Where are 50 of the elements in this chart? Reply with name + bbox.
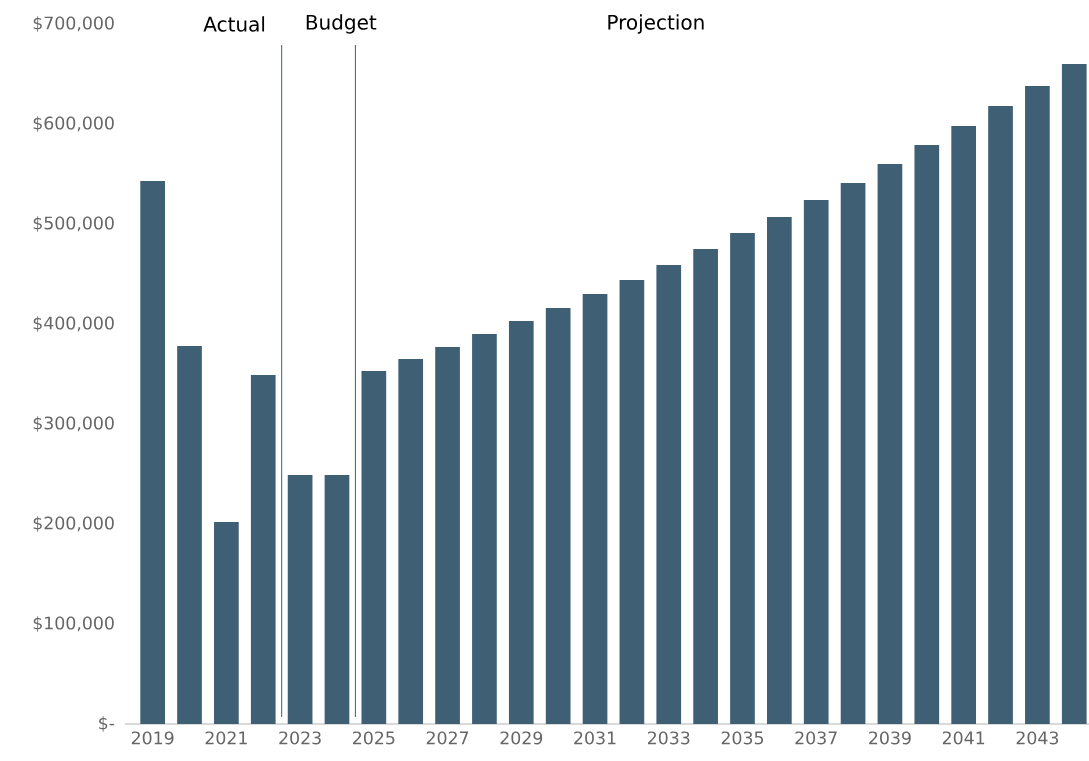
x-tick-label: 2019 [131, 731, 174, 745]
bar [1061, 63, 1087, 724]
bar [435, 347, 460, 724]
bar [656, 264, 682, 724]
y-tick-label: $200,000 [33, 516, 114, 532]
bar [988, 105, 1013, 724]
x-tick-label: 2039 [869, 731, 911, 745]
bar [582, 293, 608, 724]
bar [140, 180, 165, 724]
y-tick-label: $- [99, 716, 115, 732]
x-tick-label: 2035 [721, 731, 764, 745]
bar [803, 200, 829, 724]
bar [1025, 85, 1050, 724]
x-tick-label: 2037 [795, 731, 837, 745]
bar [508, 320, 534, 724]
bar [472, 334, 497, 724]
y-tick-label: $500,000 [33, 216, 114, 232]
y-tick-label: $100,000 [33, 616, 114, 632]
bar [361, 370, 387, 724]
x-tick-label: 2023 [279, 731, 321, 745]
bar [324, 475, 350, 724]
x-tick-label: 2025 [353, 731, 395, 745]
x-tick-label: 2027 [426, 731, 469, 745]
y-tick-label: $300,000 [33, 416, 114, 432]
bar [619, 279, 645, 724]
x-tick-label: 2029 [500, 731, 543, 745]
x-tick-label: 2021 [205, 731, 247, 745]
bar [545, 307, 571, 724]
x-tick-label: 2043 [1016, 731, 1059, 745]
y-tick-label: $600,000 [33, 116, 114, 132]
bar [177, 345, 202, 724]
x-tick-label: 2031 [574, 731, 616, 745]
bar [287, 475, 313, 724]
bar [951, 126, 977, 724]
y-tick-label: $400,000 [33, 316, 114, 332]
annotation: Actual [203, 16, 265, 32]
annotation: Projection [608, 14, 704, 34]
bar [914, 144, 940, 724]
bar [693, 249, 718, 724]
x-tick-label: 2041 [942, 731, 985, 745]
bar [398, 359, 424, 724]
bar [250, 375, 276, 724]
bar [214, 521, 239, 724]
x-tick-label: 2033 [647, 731, 690, 745]
bar [840, 183, 866, 724]
y-tick-label: $700,000 [33, 16, 114, 32]
bar [877, 163, 903, 724]
bar [730, 232, 755, 724]
bar [767, 217, 792, 724]
annotation: Budget [306, 14, 377, 34]
